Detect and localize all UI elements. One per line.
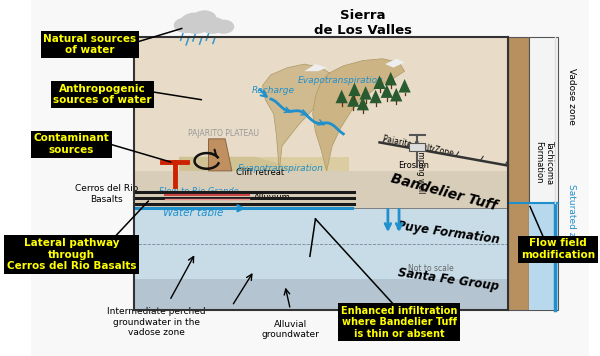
- Polygon shape: [385, 59, 404, 68]
- Text: Flow field
modification: Flow field modification: [521, 239, 595, 260]
- Polygon shape: [208, 139, 232, 171]
- Text: Evapotranspiration: Evapotranspiration: [298, 75, 383, 85]
- Polygon shape: [385, 72, 397, 85]
- Polygon shape: [263, 64, 335, 171]
- Text: Flow to Rio Grande: Flow to Rio Grande: [158, 187, 238, 196]
- Polygon shape: [134, 208, 508, 310]
- Circle shape: [214, 20, 233, 33]
- Polygon shape: [508, 37, 529, 310]
- Text: Puye Formation: Puye Formation: [396, 220, 500, 247]
- Text: Saturated zone: Saturated zone: [567, 184, 576, 253]
- Circle shape: [175, 18, 197, 32]
- Circle shape: [180, 13, 211, 33]
- Polygon shape: [134, 279, 508, 310]
- Polygon shape: [31, 0, 589, 356]
- Polygon shape: [347, 93, 359, 107]
- Circle shape: [193, 11, 216, 25]
- Text: Sierra
de Los Valles: Sierra de Los Valles: [314, 9, 412, 37]
- Text: Pumping well: Pumping well: [416, 142, 425, 193]
- Text: Contaminant
sources: Contaminant sources: [34, 134, 109, 155]
- Polygon shape: [335, 90, 348, 103]
- Polygon shape: [529, 203, 558, 310]
- Text: Anthropogenic
sources of water: Anthropogenic sources of water: [53, 84, 152, 105]
- Text: Bandelier Tuff: Bandelier Tuff: [389, 171, 498, 213]
- Text: Alluvial
groundwater: Alluvial groundwater: [262, 320, 319, 339]
- Circle shape: [200, 17, 224, 33]
- Text: Pajarito Fault Zone: Pajarito Fault Zone: [382, 134, 455, 158]
- Polygon shape: [349, 83, 361, 96]
- FancyBboxPatch shape: [409, 143, 425, 151]
- Polygon shape: [179, 157, 349, 171]
- Text: Lateral pathway
through
Cerros del Rio Basalts: Lateral pathway through Cerros del Rio B…: [7, 238, 136, 271]
- Text: Enhanced infiltration
where Bandelier Tuff
is thin or absent: Enhanced infiltration where Bandelier Tu…: [341, 305, 457, 339]
- Text: Tachicoma
Formation: Tachicoma Formation: [534, 140, 554, 184]
- Polygon shape: [134, 37, 508, 171]
- Polygon shape: [359, 86, 372, 100]
- Polygon shape: [373, 75, 386, 89]
- Polygon shape: [356, 97, 369, 110]
- Polygon shape: [380, 84, 393, 98]
- Polygon shape: [304, 64, 326, 71]
- Polygon shape: [390, 88, 403, 101]
- Text: Alluvium: Alluvium: [254, 193, 291, 202]
- Polygon shape: [398, 79, 411, 93]
- Text: Cerros del Rio
Basalts: Cerros del Rio Basalts: [75, 184, 138, 204]
- Text: Santa Fe Group: Santa Fe Group: [397, 266, 499, 293]
- Polygon shape: [179, 157, 304, 171]
- Text: Vadose zone: Vadose zone: [567, 68, 576, 125]
- Polygon shape: [134, 171, 508, 208]
- Polygon shape: [529, 37, 558, 310]
- Text: Water table: Water table: [163, 208, 223, 218]
- Text: Evapotranspiration: Evapotranspiration: [238, 163, 324, 173]
- Text: Erosion: Erosion: [398, 161, 429, 170]
- Text: Cliff retreat: Cliff retreat: [236, 168, 284, 177]
- Text: Not to scale: Not to scale: [409, 264, 454, 273]
- Text: Recharge: Recharge: [252, 86, 295, 95]
- Text: Natural sources
of water: Natural sources of water: [43, 34, 136, 55]
- Polygon shape: [313, 59, 404, 171]
- Text: Intermediate perched
groundwater in the
vadose zone: Intermediate perched groundwater in the …: [107, 307, 206, 337]
- Polygon shape: [370, 90, 382, 103]
- Text: PAJARITO PLATEAU: PAJARITO PLATEAU: [188, 129, 259, 138]
